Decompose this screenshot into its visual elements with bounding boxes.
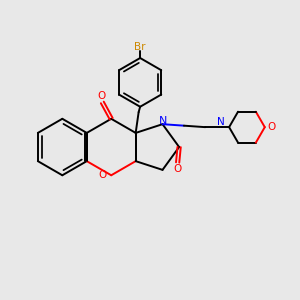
Text: N: N [217, 117, 225, 127]
Text: N: N [159, 116, 167, 126]
Text: O: O [268, 122, 276, 132]
Text: O: O [99, 170, 107, 180]
Text: O: O [173, 164, 182, 174]
Text: O: O [97, 91, 105, 101]
Text: Br: Br [134, 42, 146, 52]
